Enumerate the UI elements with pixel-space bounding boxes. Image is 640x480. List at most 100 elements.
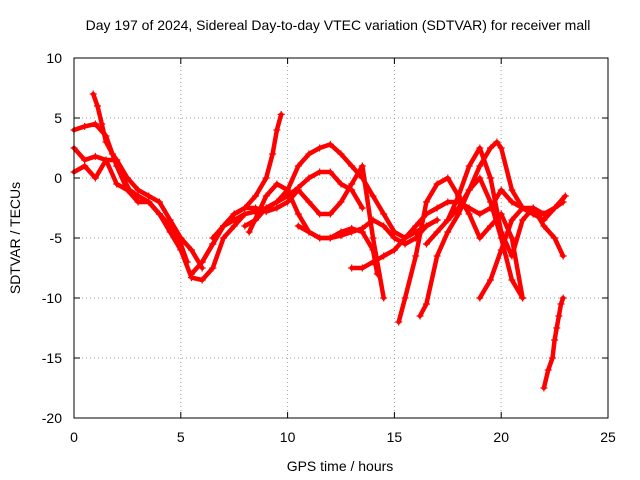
data-point bbox=[548, 354, 556, 362]
data-point bbox=[155, 210, 163, 218]
data-point bbox=[422, 240, 430, 248]
data-series-track-7 bbox=[198, 162, 388, 302]
data-point bbox=[273, 204, 281, 212]
data-point bbox=[358, 264, 366, 272]
data-point bbox=[433, 216, 441, 224]
data-point bbox=[241, 222, 249, 230]
data-point bbox=[390, 228, 398, 236]
data-point bbox=[123, 174, 131, 182]
data-point bbox=[262, 174, 270, 182]
data-point bbox=[444, 174, 452, 182]
data-point bbox=[422, 198, 430, 206]
data-point bbox=[337, 232, 345, 240]
data-point bbox=[401, 294, 409, 302]
data-point bbox=[91, 152, 99, 160]
data-point bbox=[476, 210, 484, 218]
data-point bbox=[454, 192, 462, 200]
data-point bbox=[183, 258, 191, 266]
y-tick-label: 0 bbox=[54, 170, 62, 186]
data-point bbox=[519, 204, 527, 212]
data-point bbox=[380, 222, 388, 230]
data-point bbox=[134, 198, 142, 206]
data-point bbox=[198, 276, 206, 284]
x-axis-title: GPS time / hours bbox=[287, 458, 394, 474]
data-point bbox=[113, 180, 121, 188]
data-point bbox=[284, 186, 292, 194]
data-point bbox=[305, 198, 313, 206]
data-point bbox=[465, 210, 473, 218]
data-point bbox=[305, 150, 313, 158]
data-point bbox=[380, 252, 388, 260]
data-point bbox=[395, 318, 403, 326]
data-point bbox=[245, 228, 253, 236]
data-point bbox=[337, 198, 345, 206]
data-point bbox=[508, 276, 516, 284]
data-point bbox=[89, 90, 97, 98]
data-point bbox=[305, 174, 313, 182]
data-point bbox=[348, 162, 356, 170]
data-point bbox=[412, 222, 420, 230]
data-point bbox=[454, 204, 462, 212]
data-series-track-15 bbox=[444, 144, 567, 260]
x-tick-label: 5 bbox=[177, 429, 185, 445]
data-point bbox=[358, 224, 366, 232]
data-point bbox=[348, 264, 356, 272]
data-point bbox=[326, 210, 334, 218]
data-point bbox=[433, 252, 441, 260]
data-point bbox=[487, 198, 495, 206]
data-point bbox=[230, 222, 238, 230]
data-point bbox=[294, 162, 302, 170]
data-point bbox=[241, 210, 249, 218]
data-point bbox=[444, 216, 452, 224]
data-point bbox=[102, 138, 110, 146]
data-point bbox=[316, 210, 324, 218]
data-point bbox=[508, 198, 516, 206]
grid bbox=[74, 58, 608, 418]
data-point bbox=[390, 234, 398, 242]
data-point bbox=[241, 204, 249, 212]
data-point bbox=[433, 228, 441, 236]
data-point bbox=[326, 140, 334, 148]
data-point bbox=[305, 228, 313, 236]
data-point bbox=[294, 186, 302, 194]
data-point bbox=[220, 222, 228, 230]
data-point bbox=[134, 192, 142, 200]
data-point bbox=[277, 110, 285, 118]
data-point bbox=[145, 198, 153, 206]
data-point bbox=[497, 186, 505, 194]
data-point bbox=[187, 270, 195, 278]
data-point bbox=[401, 234, 409, 242]
data-point bbox=[519, 294, 527, 302]
data-point bbox=[476, 174, 484, 182]
data-point bbox=[252, 192, 260, 200]
data-point bbox=[487, 144, 495, 152]
data-point bbox=[497, 228, 505, 236]
data-point bbox=[166, 216, 174, 224]
data-point bbox=[373, 270, 381, 278]
data-point bbox=[209, 240, 217, 248]
data-point bbox=[551, 234, 559, 242]
data-point bbox=[81, 162, 89, 170]
data-point bbox=[102, 156, 110, 164]
data-point bbox=[369, 234, 377, 242]
data-point bbox=[337, 150, 345, 158]
data-point bbox=[412, 252, 420, 260]
data-point bbox=[98, 120, 106, 128]
data-point bbox=[284, 198, 292, 206]
data-point bbox=[553, 324, 561, 332]
data-point bbox=[369, 258, 377, 266]
x-tick-label: 20 bbox=[493, 429, 509, 445]
data-point bbox=[508, 216, 516, 224]
data-point bbox=[93, 102, 101, 110]
data-layer bbox=[70, 90, 569, 392]
data-point bbox=[326, 234, 334, 242]
data-point bbox=[416, 312, 424, 320]
x-tick-label: 0 bbox=[70, 429, 78, 445]
data-point bbox=[540, 222, 548, 230]
data-point bbox=[134, 186, 142, 194]
x-tick-label: 15 bbox=[387, 429, 403, 445]
data-point bbox=[433, 204, 441, 212]
data-point bbox=[155, 198, 163, 206]
data-point bbox=[209, 264, 217, 272]
